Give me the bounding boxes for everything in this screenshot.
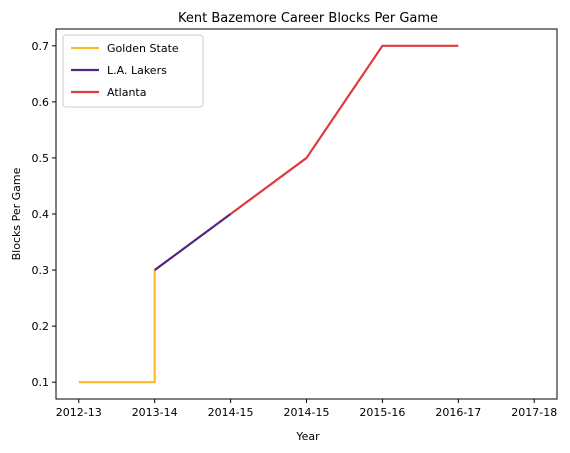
series-line-1 (78, 270, 156, 384)
x-axis: 2012-13 2013-14 2014-15 2014-15 2015-16 2016-… (56, 399, 557, 419)
x-tick-label: 2012-13 (56, 406, 102, 419)
legend-box (62, 34, 204, 108)
legend: Golden State L.A. Lakers Atlanta (62, 34, 204, 108)
series-line-3 (229, 44, 459, 215)
y-tick-label: 0.3 (32, 264, 50, 277)
y-tick-label: 0.4 (32, 208, 50, 221)
y-tick-label: 0.6 (32, 96, 50, 109)
x-tick-label: 2015-16 (359, 406, 405, 419)
x-tick-label: 2016-17 (435, 406, 481, 419)
x-tick-label: 2017-18 (511, 406, 557, 419)
series-line-2 (154, 213, 232, 271)
legend-label: L.A. Lakers (107, 64, 167, 77)
y-axis: 0.1 0.2 0.3 0.4 0.5 0.6 0.7 (32, 40, 56, 389)
legend-label: Atlanta (107, 86, 146, 99)
y-axis-label: Blocks Per Game (10, 167, 23, 260)
chart-title: Kent Bazemore Career Blocks Per Game (178, 11, 438, 26)
y-tick-label: 0.2 (32, 320, 50, 333)
y-tick-label: 0.1 (32, 376, 50, 389)
x-tick-label: 2014-15 (284, 406, 330, 419)
plot-area (78, 44, 459, 384)
x-tick-label: 2013-14 (132, 406, 178, 419)
x-tick-label: 2014-15 (208, 406, 254, 419)
legend-label: Golden State (107, 42, 179, 55)
y-tick-label: 0.7 (32, 40, 50, 53)
y-tick-label: 0.5 (32, 152, 50, 165)
x-axis-label: Year (295, 430, 320, 443)
